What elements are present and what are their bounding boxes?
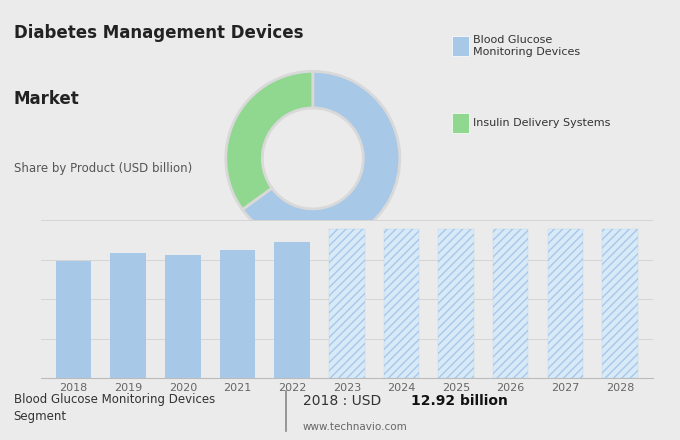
Bar	[275, 242, 310, 378]
Wedge shape	[242, 71, 400, 246]
Bar	[220, 250, 255, 378]
Text: Diabetes Management Devices: Diabetes Management Devices	[14, 24, 303, 42]
Bar	[110, 253, 146, 378]
Text: Market: Market	[14, 90, 80, 108]
Bar	[439, 229, 474, 378]
Text: 12.92 billion: 12.92 billion	[411, 394, 508, 408]
Text: Insulin Delivery Systems: Insulin Delivery Systems	[473, 118, 610, 128]
Bar	[384, 229, 419, 378]
Bar	[329, 229, 364, 378]
Bar	[165, 255, 201, 378]
Text: Share by Product (USD billion): Share by Product (USD billion)	[14, 161, 192, 175]
Text: Blood Glucose
Monitoring Devices: Blood Glucose Monitoring Devices	[473, 35, 580, 57]
Text: 2018 : USD: 2018 : USD	[303, 394, 386, 408]
Text: www.technavio.com: www.technavio.com	[303, 422, 407, 433]
Wedge shape	[226, 71, 313, 209]
Bar	[493, 229, 528, 378]
Bar	[602, 229, 638, 378]
Bar	[547, 229, 583, 378]
Bar	[56, 261, 91, 378]
Text: Blood Glucose Monitoring Devices
Segment: Blood Glucose Monitoring Devices Segment	[14, 393, 215, 423]
